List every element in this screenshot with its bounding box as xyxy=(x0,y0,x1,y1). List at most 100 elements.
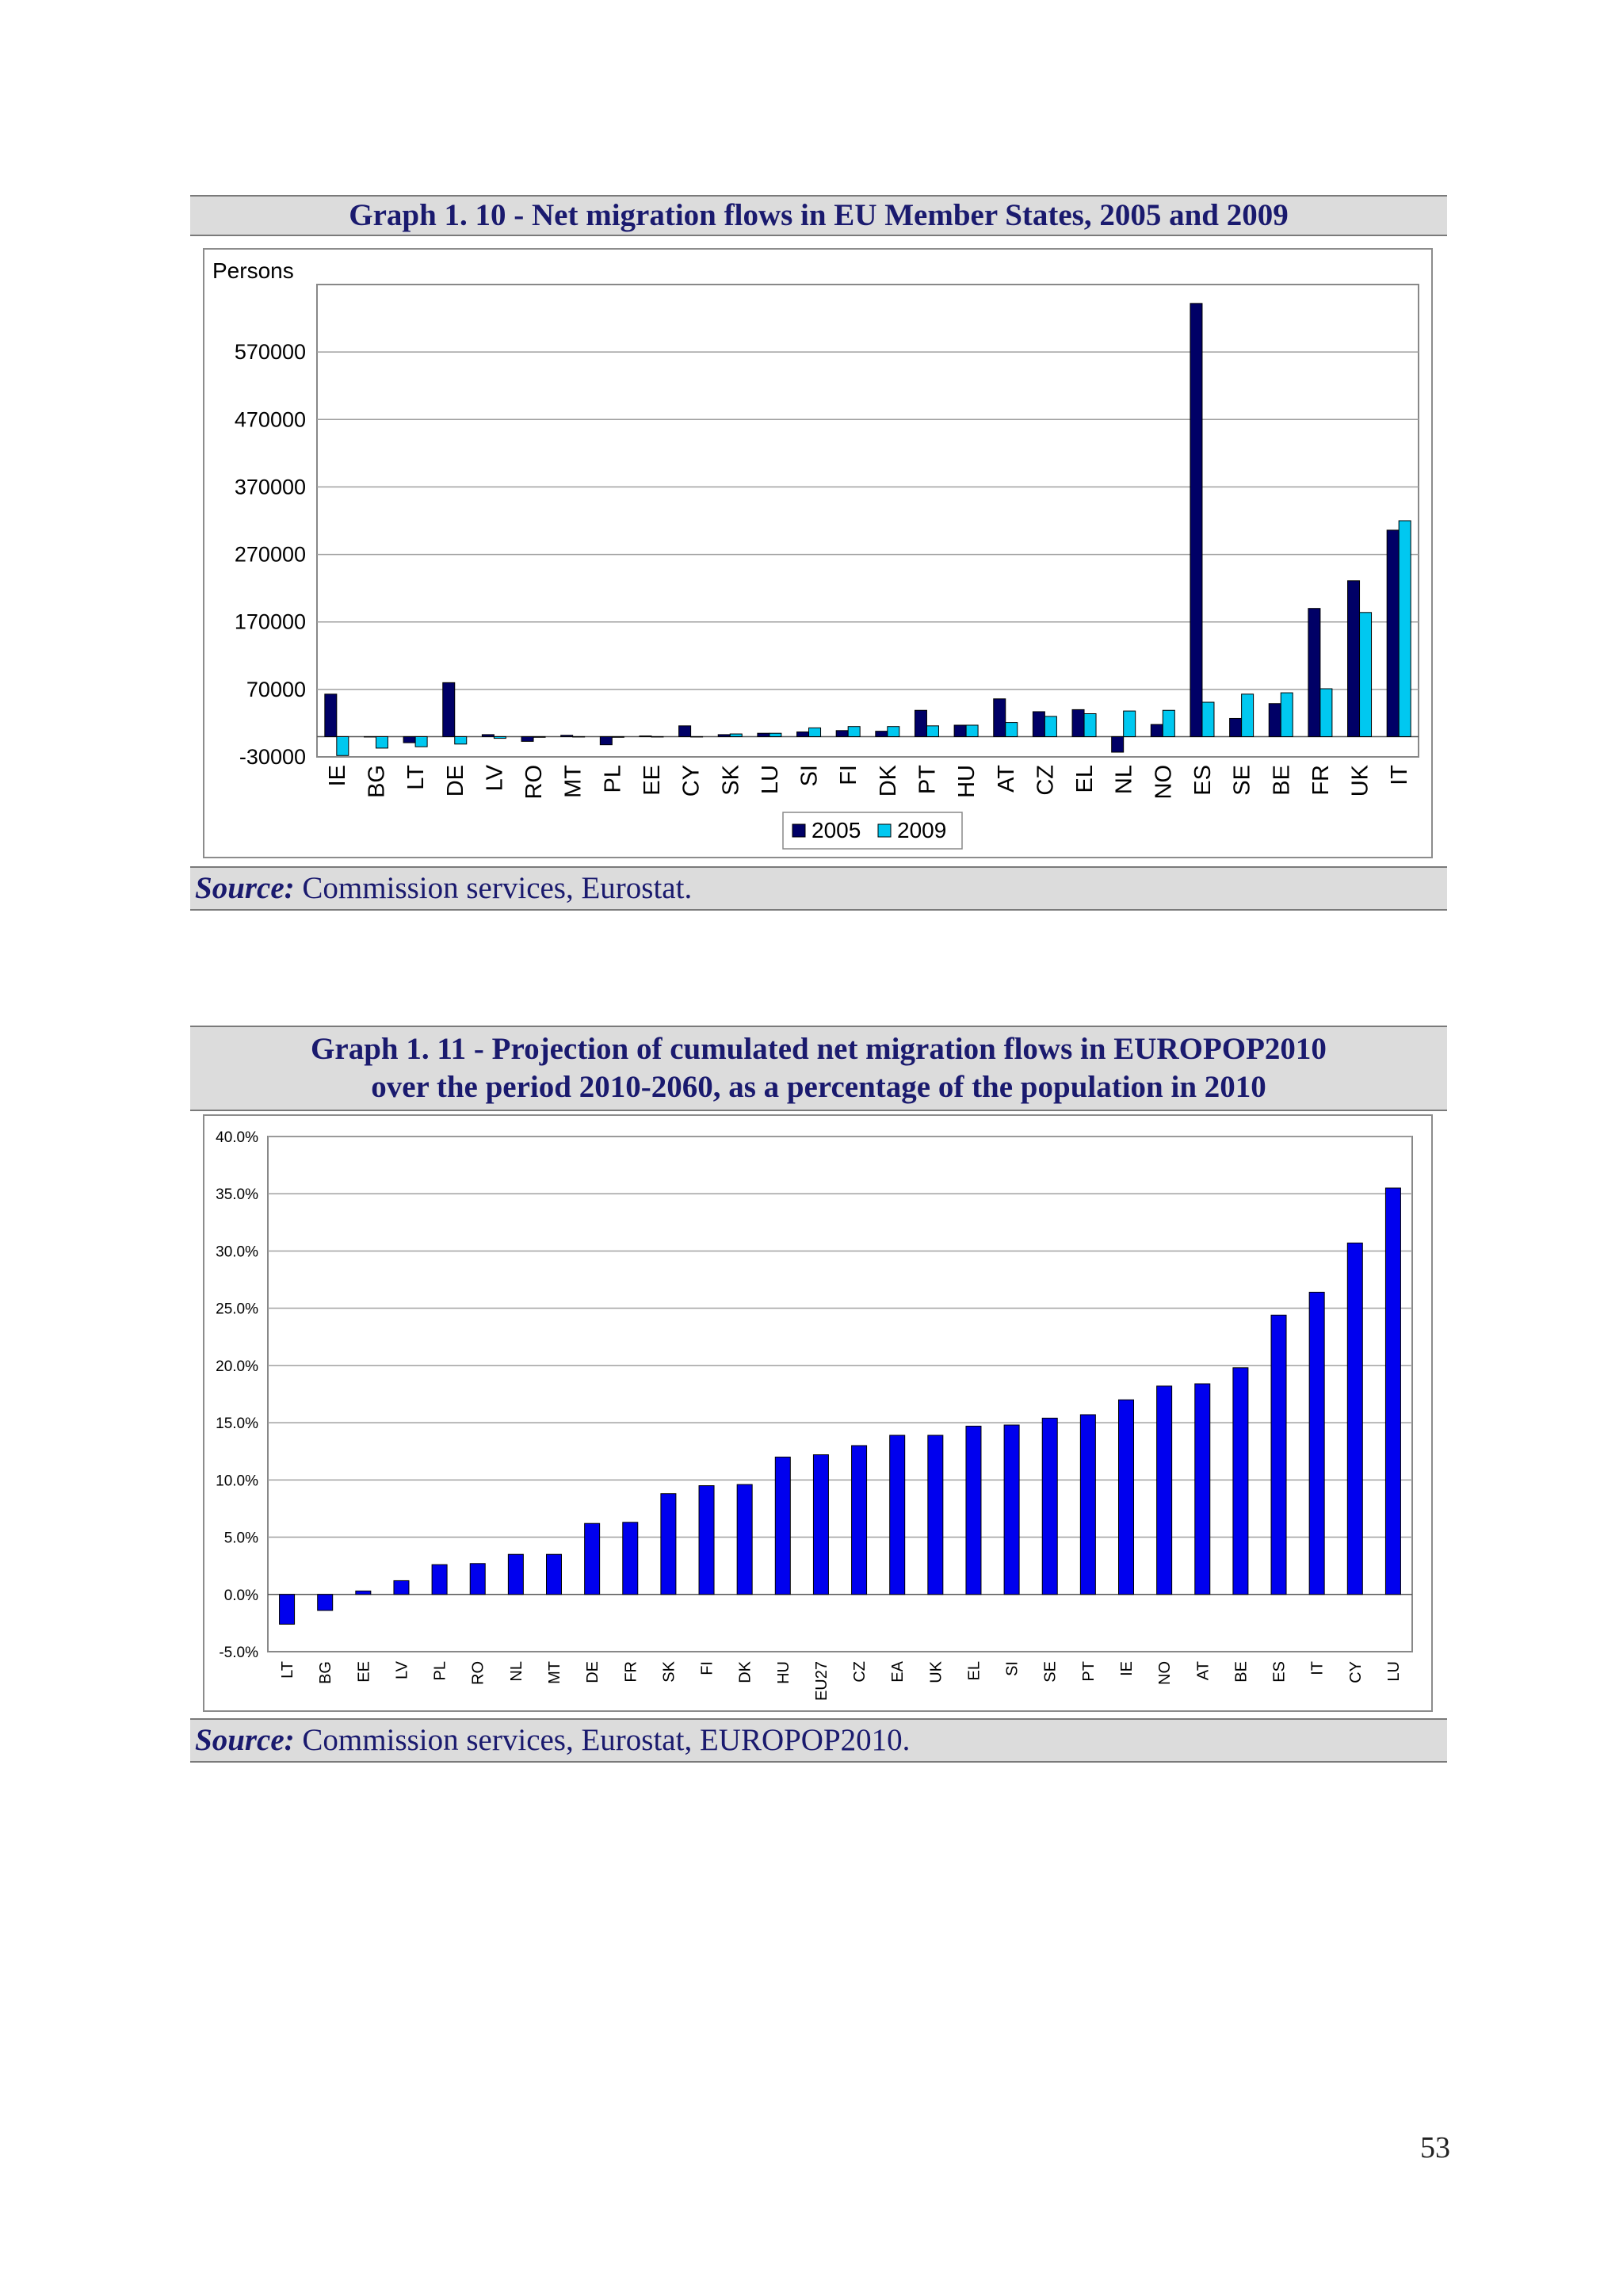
page-number: 53 xyxy=(1420,2131,1450,2164)
graph1-bar-2005-LV xyxy=(481,734,495,737)
graph1-bar-2009-BG xyxy=(375,735,388,749)
graph1-bar-2005-DE xyxy=(442,682,456,737)
graph2-bar-EL xyxy=(965,1425,982,1595)
graph2-x-tick-label: SI xyxy=(1004,1661,1022,1676)
graph1-bar-2005-FI xyxy=(835,730,849,737)
graph2-source: Source: Commission services, Eurostat, E… xyxy=(190,1718,1447,1763)
graph1-bar-2009-DE xyxy=(454,735,468,745)
graph1-bar-2009-LU xyxy=(769,732,782,737)
graph2-x-tick-label: BG xyxy=(317,1661,334,1684)
graph2-x-tick-label: SK xyxy=(660,1660,678,1682)
graph1-legend-swatch-2009 xyxy=(877,823,892,838)
graph1-bar-2009-EL xyxy=(1083,713,1097,737)
graph1-bar-2005-ES xyxy=(1190,303,1203,737)
graph1-x-tick-label: EE xyxy=(640,765,665,796)
graph2-bar-NO xyxy=(1156,1385,1173,1595)
graph2-bar-IE xyxy=(1118,1399,1134,1595)
graph1-bar-2009-NO xyxy=(1162,709,1175,737)
graph1-bar-2009-ES xyxy=(1201,701,1215,737)
graph1-x-tick-label: SI xyxy=(797,765,823,786)
graph1-x-tick-label: IE xyxy=(325,765,350,786)
graph1-bar-2005-CY xyxy=(678,725,692,737)
graph1-chart-box: Persons -30000 70000 170000 270000 370000 4700… xyxy=(203,248,1433,858)
graph2-x-tick-label: LU xyxy=(1385,1661,1403,1682)
graph1-bar-2005-EE xyxy=(639,735,652,737)
graph1-bar-2005-BE xyxy=(1268,703,1281,737)
graph1-x-tick-label: AT xyxy=(994,765,1019,793)
graph1-x-tick-label: DE xyxy=(443,765,468,797)
graph2-bar-AT xyxy=(1194,1383,1211,1595)
graph2-x-tick-label: NO xyxy=(1156,1661,1174,1685)
graph1-x-tick-label: LV xyxy=(482,764,507,791)
graph1-x-tick-label: LU xyxy=(758,765,783,794)
graph2-bar-EE xyxy=(355,1590,372,1595)
graph1-plot-area xyxy=(316,284,1419,758)
graph2-title: Graph 1. 11 - Projection of cumulated ne… xyxy=(190,1026,1447,1111)
graph2-bar-DE xyxy=(584,1522,601,1595)
graph1-x-tick-label: PL xyxy=(600,765,625,793)
graph1-bar-2009-SK xyxy=(729,733,743,737)
graph2-bar-PL xyxy=(431,1564,448,1595)
graph2-y-tick-label: 5.0% xyxy=(224,1530,258,1547)
graph2-x-tick-label: DK xyxy=(737,1660,754,1683)
graph1-x-tick-label: SK xyxy=(718,764,743,795)
graph2-bar-FI xyxy=(698,1485,715,1595)
graph1-x-tick-label: BG xyxy=(364,765,389,798)
graph1-legend-swatch-2005 xyxy=(792,823,806,838)
graph2-bar-DK xyxy=(736,1484,753,1595)
graph2-bar-LU xyxy=(1384,1187,1401,1595)
graph1-bar-2005-RO xyxy=(521,735,534,742)
graph2-y-tick-label: -5.0% xyxy=(219,1645,258,1661)
graph2-plot-area xyxy=(267,1136,1413,1652)
graph2-x-tick-label: CZ xyxy=(851,1661,869,1683)
graph1-y-tick-label: 470000 xyxy=(235,407,306,431)
graph1-y-tick-label: 370000 xyxy=(235,475,306,499)
graph1-x-tick-label: ES xyxy=(1190,765,1216,796)
graph2-y-tick-label: 10.0% xyxy=(216,1473,258,1489)
graph2-x-tick-label: BE xyxy=(1232,1661,1250,1683)
graph1-x-tick-label: PT xyxy=(915,765,940,794)
graph1-bar-2005-SE xyxy=(1229,717,1243,737)
graph1-bar-2005-EL xyxy=(1071,709,1085,737)
graph1-bar-2005-BG xyxy=(363,735,376,738)
graph2-bar-LV xyxy=(393,1580,410,1595)
graph2-title-line2: over the period 2010-2060, as a percenta… xyxy=(371,1070,1266,1104)
graph1-bar-2009-FR xyxy=(1319,688,1333,737)
graph1-bar-2009-CZ xyxy=(1044,716,1057,737)
graph2-bar-EA xyxy=(889,1435,906,1595)
graph2-bar-PT xyxy=(1079,1414,1096,1595)
graph2-y-tick-label: 25.0% xyxy=(216,1301,258,1318)
graph2-x-tick-label: HU xyxy=(775,1661,792,1684)
graph2-x-tick-label: IE xyxy=(1118,1661,1136,1676)
graph1-x-tick-label: CZ xyxy=(1033,765,1058,796)
graph2-chart-box: -5.0% 0.0% 5.0% 10.0% 15.0% 20.0% 25.0% 30.0% 35… xyxy=(203,1114,1433,1712)
graph2-bar-FR xyxy=(622,1522,639,1595)
graph1-y-tick-label: 170000 xyxy=(235,610,306,634)
graph2-bar-RO xyxy=(469,1563,486,1595)
graph2-bar-CZ xyxy=(851,1445,868,1595)
graph1-bar-2005-HU xyxy=(953,724,967,737)
graph1-y-tick-label: 270000 xyxy=(235,543,306,567)
graph1-bar-2009-DK xyxy=(887,726,900,737)
graph1-bar-2009-SE xyxy=(1241,693,1254,737)
graph1-bar-2009-UK xyxy=(1359,612,1373,737)
graph2-bar-NL xyxy=(507,1553,524,1595)
graph1-bar-2009-MT xyxy=(572,735,586,738)
graph1-bar-2005-IE xyxy=(324,693,338,737)
graph1-bar-2009-BE xyxy=(1280,692,1293,737)
graph1-bar-2009-LT xyxy=(414,735,428,747)
graph1-x-tick-label: IT xyxy=(1387,765,1412,785)
graph1-x-tick-label: HU xyxy=(954,765,980,798)
graph2-x-tick-label: PL xyxy=(432,1661,449,1680)
graph1-bar-2009-IE xyxy=(336,735,349,756)
graph2-bar-UK xyxy=(927,1435,944,1595)
graph2-bar-EU27 xyxy=(812,1454,829,1595)
graph1-bar-2009-HU xyxy=(965,724,979,737)
graph1-legend xyxy=(782,812,963,850)
graph1-x-tick-label: FI xyxy=(836,765,861,785)
graph2-x-tick-label: FR xyxy=(622,1661,640,1683)
graph2-x-tick-label: PT xyxy=(1080,1661,1098,1682)
graph2-y-tick-label: 0.0% xyxy=(224,1587,258,1604)
graph1-bar-2009-AT xyxy=(1005,722,1018,737)
graph1-bar-2009-RO xyxy=(533,735,546,738)
